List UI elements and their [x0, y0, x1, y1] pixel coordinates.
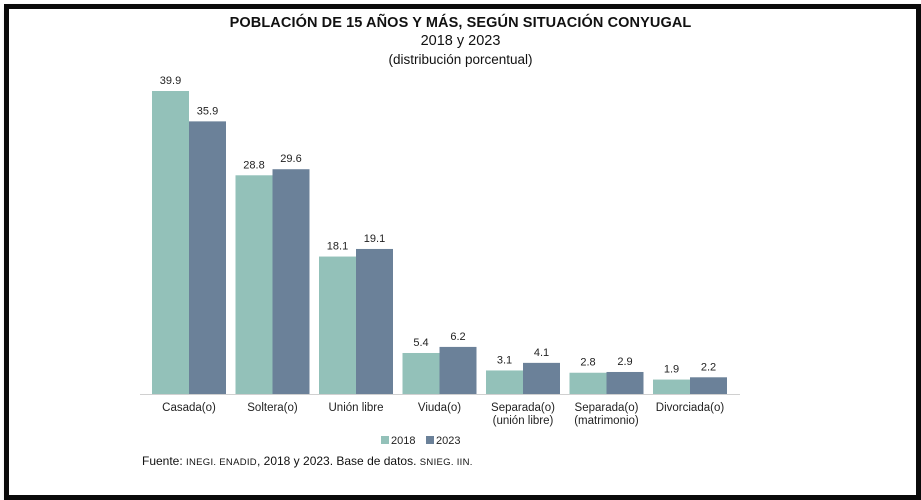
- bar-2018-1: [235, 175, 273, 394]
- bar-2018-2: [319, 256, 356, 394]
- bar-2023-4: [523, 362, 560, 394]
- legend-label-2018: 2018: [391, 435, 415, 447]
- bar-2018-6: [653, 379, 690, 394]
- category-label-2-0: Unión libre: [329, 402, 384, 414]
- chart-title-block: POBLACIÓN DE 15 AÑOS Y MÁS, SEGÚN SITUAC…: [0, 14, 921, 68]
- legend-label-2023: 2023: [436, 435, 460, 447]
- legend-swatch-2023: [426, 436, 434, 444]
- bar-2023-6: [690, 377, 727, 394]
- bar-2018-4: [486, 370, 523, 394]
- category-label-6-0: Divorciada(o): [656, 402, 725, 414]
- bar-2023-5: [606, 371, 644, 394]
- bar-2018-0: [152, 91, 189, 394]
- legend: 2018 2023: [381, 435, 460, 447]
- data-label-2023-5: 2.9: [617, 356, 632, 368]
- source-prefix: Fuente:: [142, 454, 187, 468]
- chart-title: POBLACIÓN DE 15 AÑOS Y MÁS, SEGÚN SITUAC…: [229, 15, 692, 31]
- data-label-2018-5: 2.8: [580, 357, 595, 369]
- category-label-5-0: Separada(o): [575, 402, 639, 414]
- chart-subtitle: 2018 y 2023: [420, 33, 501, 49]
- data-label-2023-6: 2.2: [701, 361, 716, 373]
- bars-group: 39.9 35.9 28.8 29.6 18.1 19.1 5.4 6.2 3.1 4.1 2.8 2…: [152, 75, 727, 394]
- source-institution: INEGI. ENADID: [186, 457, 257, 468]
- chart-subtitle-units: (distribución porcentual): [388, 52, 533, 67]
- category-label-0-0: Casada(o): [162, 402, 216, 414]
- data-label-2023-4: 4.1: [534, 347, 549, 359]
- x-axis-labels: Casada(o) Soltera(o) Unión libre Viuda(o) Se…: [162, 402, 724, 427]
- bar-2023-1: [272, 169, 310, 394]
- data-label-2023-3: 6.2: [450, 331, 465, 343]
- category-label-4-1: (unión libre): [493, 415, 554, 427]
- source-database: SNIEG. IIN.: [419, 457, 473, 468]
- data-label-2023-1: 29.6: [280, 153, 301, 165]
- bar-2018-3: [402, 352, 440, 394]
- source-middle: , 2018 y 2023. Base de datos.: [256, 454, 420, 468]
- data-label-2018-3: 5.4: [413, 337, 428, 349]
- data-label-2018-6: 1.9: [664, 364, 679, 376]
- category-label-3-0: Viuda(o): [418, 402, 461, 414]
- category-label-4-0: Separada(o): [491, 402, 555, 414]
- data-label-2023-2: 19.1: [364, 233, 385, 245]
- bar-2018-5: [569, 372, 607, 394]
- data-label-2018-1: 28.8: [243, 159, 264, 171]
- legend-swatch-2018: [381, 436, 389, 444]
- bar-2023-3: [439, 346, 477, 394]
- bar-2023-0: [189, 121, 226, 394]
- data-label-2018-4: 3.1: [497, 354, 512, 366]
- bar-2023-2: [356, 248, 393, 394]
- data-label-2018-2: 18.1: [327, 241, 348, 253]
- category-label-5-1: (matrimonio): [574, 415, 639, 427]
- data-label-2018-0: 39.9: [160, 75, 181, 87]
- category-label-1-0: Soltera(o): [247, 402, 298, 414]
- data-label-2023-0: 35.9: [197, 105, 218, 117]
- source-note: Fuente: INEGI. ENADID, 2018 y 2023. Base…: [142, 454, 473, 468]
